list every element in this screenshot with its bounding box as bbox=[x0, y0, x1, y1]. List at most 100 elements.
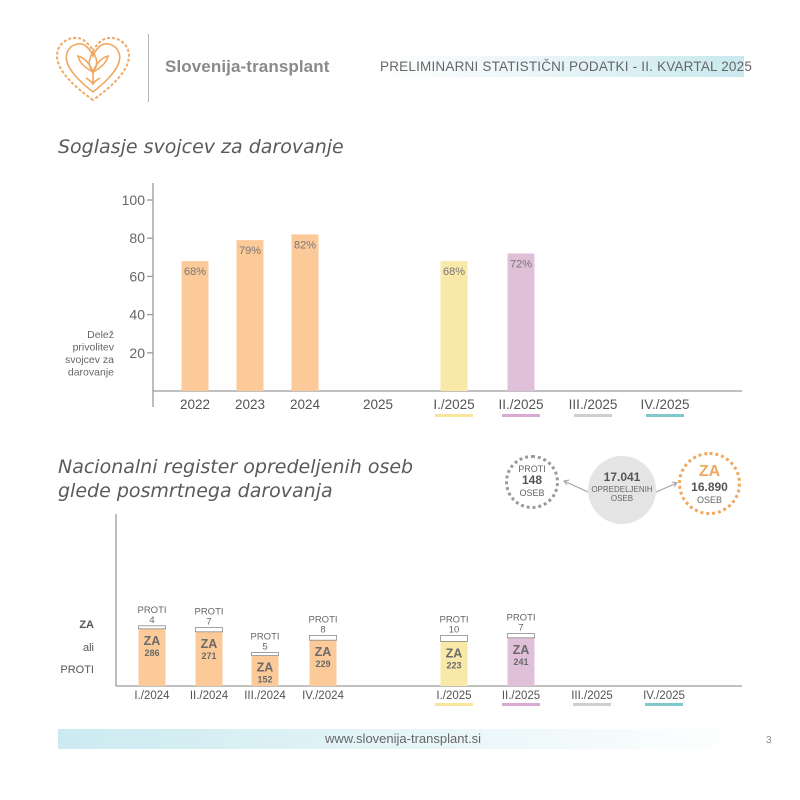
chart2-proti-bar bbox=[195, 627, 223, 633]
chart1-data-label: 79% bbox=[239, 245, 261, 257]
chart2-x-tick-label: IV./2025 bbox=[643, 690, 685, 702]
chart2-proti-label: PROTI bbox=[308, 614, 337, 625]
arrow-to-za-head bbox=[671, 481, 678, 488]
chart1-y-tick-label: 100 bbox=[122, 192, 146, 208]
za-summary-value: 16.890 bbox=[691, 480, 728, 495]
chart2-proti-bar bbox=[507, 633, 535, 639]
chart1-data-label: 72% bbox=[510, 258, 532, 270]
chart2-za-bar bbox=[251, 655, 279, 686]
chart2-proti-value: 4 bbox=[149, 615, 154, 626]
chart1-data-label: 68% bbox=[443, 266, 465, 278]
chart2-proti-label: PROTI bbox=[506, 613, 535, 624]
chart1-y-tick-label: 80 bbox=[129, 230, 145, 246]
proti-summary-badge: PROTI 148 OSEB bbox=[505, 455, 559, 509]
proti-summary-value: 148 bbox=[521, 473, 543, 488]
chart2-x-tick-label: II./2024 bbox=[190, 690, 229, 702]
chart1-y-tick-label: 20 bbox=[129, 345, 145, 361]
chart1-x-tick-label: 2024 bbox=[290, 397, 321, 412]
arrow-to-proti-head bbox=[563, 479, 570, 486]
chart2-za-value: 286 bbox=[144, 648, 159, 658]
page-number: 3 bbox=[766, 735, 772, 746]
heart-flower-logo-icon bbox=[56, 36, 130, 102]
chart1-bar bbox=[440, 261, 468, 391]
chart2-za-bar bbox=[309, 640, 337, 686]
chart2-za-label: ZA bbox=[144, 634, 161, 648]
chart1-data-label: 68% bbox=[184, 266, 206, 278]
chart1-bar bbox=[507, 253, 535, 391]
chart1-quarter-color-key bbox=[502, 414, 540, 417]
chart1-y-axis-label: privolitev bbox=[73, 342, 115, 354]
chart1-quarter-color-key bbox=[435, 414, 473, 417]
chart2-x-tick-label: III./2025 bbox=[571, 690, 613, 702]
chart1-data-label: 82% bbox=[294, 239, 316, 251]
chart2-proti-bar bbox=[440, 635, 468, 642]
chart2-proti-label: PROTI bbox=[137, 605, 166, 616]
chart1-quarter-color-key bbox=[574, 414, 612, 417]
chart1-quarter-color-key bbox=[646, 414, 684, 417]
chart2-y-axis-label: ali bbox=[83, 642, 94, 654]
chart2-x-tick-label: II./2025 bbox=[502, 690, 540, 702]
chart1-y-axis-label: svojcev za bbox=[65, 354, 114, 366]
report-title: PRELIMINARNI STATISTIČNI PODATKI - II. K… bbox=[380, 59, 753, 74]
chart2-za-value: 229 bbox=[315, 659, 330, 669]
brand-name: Slovenija-transplant bbox=[165, 57, 330, 76]
chart2-za-value: 223 bbox=[446, 660, 461, 670]
chart1-x-tick-label: 2025 bbox=[363, 397, 393, 412]
total-summary-label: OPREDELJENIH bbox=[591, 484, 653, 494]
chart2-quarter-color-key bbox=[435, 703, 473, 706]
header-divider bbox=[148, 34, 149, 102]
footer-band bbox=[58, 729, 748, 749]
chart2-x-tick-label: IV./2024 bbox=[302, 690, 344, 702]
chart1-x-tick-label: 2023 bbox=[235, 397, 265, 412]
report-title-banner bbox=[372, 56, 744, 77]
chart2-proti-value: 7 bbox=[518, 623, 523, 634]
chart1-bar bbox=[236, 240, 264, 391]
chart2-za-label: ZA bbox=[446, 646, 463, 660]
section2-title-line1: Nacionalni register opredeljenih oseb bbox=[58, 456, 414, 478]
chart2-proti-label: PROTI bbox=[194, 607, 223, 618]
chart2-proti-bar bbox=[309, 635, 337, 641]
arrow-to-za-line bbox=[655, 482, 678, 493]
chart1-bar bbox=[291, 234, 319, 391]
chart2-za-bar bbox=[138, 628, 166, 686]
chart2-x-tick-label: III./2024 bbox=[244, 690, 286, 702]
chart1-y-tick-label: 40 bbox=[129, 307, 145, 323]
chart2-proti-label: PROTI bbox=[250, 632, 279, 643]
chart2-proti-value: 8 bbox=[320, 624, 325, 635]
chart1-y-tick-label: 60 bbox=[129, 268, 145, 284]
chart1-y-axis-label: Delež bbox=[87, 329, 114, 341]
proti-summary-label: PROTI bbox=[518, 464, 546, 474]
chart2-quarter-color-key bbox=[573, 703, 611, 706]
chart1-y-axis-label: darovanje bbox=[68, 367, 114, 379]
proti-summary-unit: OSEB bbox=[519, 488, 545, 499]
chart2-proti-value: 10 bbox=[449, 624, 460, 635]
chart2-proti-bar bbox=[138, 625, 166, 630]
chart2-za-value: 271 bbox=[201, 651, 216, 661]
chart1-x-tick-label: IV./2025 bbox=[640, 397, 689, 412]
total-summary-unit: OSEB bbox=[610, 493, 634, 503]
section2-title-line2: glede posmrtnega darovanja bbox=[58, 480, 333, 502]
chart2-za-bar bbox=[440, 641, 468, 686]
footer-url-link[interactable]: www.slovenija-transplant.si bbox=[325, 731, 482, 746]
chart2-proti-value: 5 bbox=[262, 642, 267, 653]
za-summary-unit: OSEB bbox=[696, 495, 722, 506]
chart1-x-tick-label: III./2025 bbox=[569, 397, 618, 412]
chart1-x-tick-label: 2022 bbox=[180, 397, 210, 412]
total-summary-badge: 17.041 OPREDELJENIH OSEB bbox=[588, 456, 656, 524]
chart1-x-tick-label: I./2025 bbox=[433, 397, 474, 412]
chart2-y-axis-label: PROTI bbox=[60, 664, 94, 676]
chart2-y-axis-label: ZA bbox=[79, 619, 94, 631]
arrow-to-proti-line bbox=[563, 480, 589, 493]
chart2-za-label: ZA bbox=[513, 643, 530, 657]
chart2-x-tick-label: I./2025 bbox=[436, 690, 471, 702]
chart2-za-label: ZA bbox=[257, 661, 274, 675]
chart2-quarter-color-key bbox=[502, 703, 540, 706]
chart2-x-tick-label: I./2024 bbox=[134, 690, 170, 702]
chart2-quarter-color-key bbox=[645, 703, 683, 706]
za-summary-badge: ZA 16.890 OSEB bbox=[678, 452, 741, 515]
chart2-za-bar bbox=[195, 631, 223, 686]
chart2-za-label: ZA bbox=[315, 645, 332, 659]
chart2-za-label: ZA bbox=[201, 637, 218, 651]
za-summary-label: ZA bbox=[698, 463, 721, 480]
